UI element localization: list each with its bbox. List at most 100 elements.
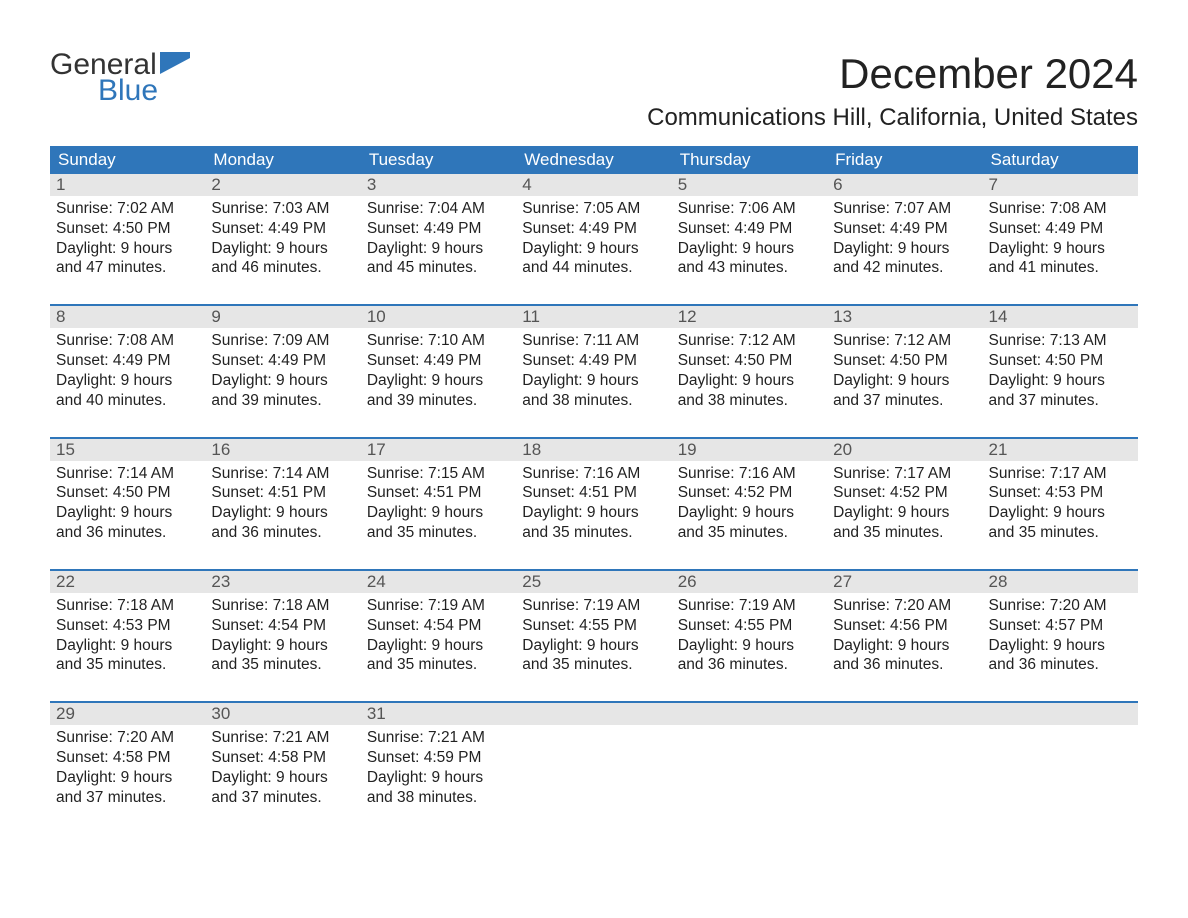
sunrise-text: Sunrise: 7:13 AM bbox=[989, 331, 1130, 351]
day-number-cell: 11 bbox=[516, 306, 671, 328]
daylight-line2: and 42 minutes. bbox=[833, 258, 974, 278]
daylight-line2: and 35 minutes. bbox=[833, 523, 974, 543]
day-header-sat: Saturday bbox=[983, 146, 1138, 174]
day-number-cell: 20 bbox=[827, 439, 982, 461]
sunrise-text: Sunrise: 7:19 AM bbox=[367, 596, 508, 616]
brand-logo: General Blue bbox=[50, 50, 190, 106]
sunrise-text: Sunrise: 7:19 AM bbox=[522, 596, 663, 616]
day-number-cell: 9 bbox=[205, 306, 360, 328]
day-content-cell: Sunrise: 7:08 AMSunset: 4:49 PMDaylight:… bbox=[50, 328, 205, 436]
sunset-text: Sunset: 4:49 PM bbox=[833, 219, 974, 239]
day-header-wed: Wednesday bbox=[516, 146, 671, 174]
day-content-cell bbox=[516, 725, 671, 833]
daylight-line2: and 37 minutes. bbox=[56, 788, 197, 808]
day-number-cell: 22 bbox=[50, 571, 205, 593]
daylight-line2: and 38 minutes. bbox=[522, 391, 663, 411]
sunset-text: Sunset: 4:49 PM bbox=[211, 351, 352, 371]
day-number-row: 293031 bbox=[50, 703, 1138, 725]
sunset-text: Sunset: 4:51 PM bbox=[211, 483, 352, 503]
daylight-line2: and 38 minutes. bbox=[367, 788, 508, 808]
daylight-line1: Daylight: 9 hours bbox=[989, 503, 1130, 523]
day-number-cell: 16 bbox=[205, 439, 360, 461]
day-number-cell: 30 bbox=[205, 703, 360, 725]
day-number-cell: 1 bbox=[50, 174, 205, 196]
daylight-line2: and 35 minutes. bbox=[522, 655, 663, 675]
day-number-cell: 14 bbox=[983, 306, 1138, 328]
day-header-thu: Thursday bbox=[672, 146, 827, 174]
day-content-cell: Sunrise: 7:14 AMSunset: 4:51 PMDaylight:… bbox=[205, 461, 360, 569]
day-content-row: Sunrise: 7:02 AMSunset: 4:50 PMDaylight:… bbox=[50, 196, 1138, 304]
day-content-cell: Sunrise: 7:14 AMSunset: 4:50 PMDaylight:… bbox=[50, 461, 205, 569]
day-number-cell: 13 bbox=[827, 306, 982, 328]
day-number-cell: 25 bbox=[516, 571, 671, 593]
day-content-cell: Sunrise: 7:09 AMSunset: 4:49 PMDaylight:… bbox=[205, 328, 360, 436]
brand-part2: Blue bbox=[98, 76, 190, 106]
daylight-line2: and 37 minutes. bbox=[211, 788, 352, 808]
sunset-text: Sunset: 4:53 PM bbox=[989, 483, 1130, 503]
day-number-cell: 28 bbox=[983, 571, 1138, 593]
day-content-row: Sunrise: 7:08 AMSunset: 4:49 PMDaylight:… bbox=[50, 328, 1138, 436]
day-number-cell: 3 bbox=[361, 174, 516, 196]
daylight-line1: Daylight: 9 hours bbox=[678, 503, 819, 523]
sunset-text: Sunset: 4:58 PM bbox=[211, 748, 352, 768]
day-content-cell bbox=[827, 725, 982, 833]
daylight-line2: and 35 minutes. bbox=[367, 523, 508, 543]
day-content-cell: Sunrise: 7:12 AMSunset: 4:50 PMDaylight:… bbox=[827, 328, 982, 436]
day-content-cell: Sunrise: 7:12 AMSunset: 4:50 PMDaylight:… bbox=[672, 328, 827, 436]
sunset-text: Sunset: 4:52 PM bbox=[678, 483, 819, 503]
day-content-cell: Sunrise: 7:16 AMSunset: 4:51 PMDaylight:… bbox=[516, 461, 671, 569]
daylight-line1: Daylight: 9 hours bbox=[678, 636, 819, 656]
daylight-line1: Daylight: 9 hours bbox=[367, 371, 508, 391]
daylight-line1: Daylight: 9 hours bbox=[833, 371, 974, 391]
sunset-text: Sunset: 4:50 PM bbox=[989, 351, 1130, 371]
daylight-line1: Daylight: 9 hours bbox=[989, 371, 1130, 391]
daylight-line2: and 37 minutes. bbox=[833, 391, 974, 411]
day-content-cell: Sunrise: 7:11 AMSunset: 4:49 PMDaylight:… bbox=[516, 328, 671, 436]
sunrise-text: Sunrise: 7:17 AM bbox=[989, 464, 1130, 484]
daylight-line1: Daylight: 9 hours bbox=[833, 503, 974, 523]
day-number-cell: 27 bbox=[827, 571, 982, 593]
day-number-cell: 19 bbox=[672, 439, 827, 461]
day-number-cell: 18 bbox=[516, 439, 671, 461]
day-number-cell bbox=[983, 703, 1138, 725]
daylight-line2: and 44 minutes. bbox=[522, 258, 663, 278]
day-number-cell bbox=[672, 703, 827, 725]
day-content-cell: Sunrise: 7:20 AMSunset: 4:57 PMDaylight:… bbox=[983, 593, 1138, 701]
sunrise-text: Sunrise: 7:04 AM bbox=[367, 199, 508, 219]
day-content-cell: Sunrise: 7:07 AMSunset: 4:49 PMDaylight:… bbox=[827, 196, 982, 304]
calendar-header-row: Sunday Monday Tuesday Wednesday Thursday… bbox=[50, 146, 1138, 174]
sunrise-text: Sunrise: 7:21 AM bbox=[367, 728, 508, 748]
day-number-cell: 10 bbox=[361, 306, 516, 328]
daylight-line1: Daylight: 9 hours bbox=[56, 371, 197, 391]
day-content-row: Sunrise: 7:18 AMSunset: 4:53 PMDaylight:… bbox=[50, 593, 1138, 701]
sunrise-text: Sunrise: 7:10 AM bbox=[367, 331, 508, 351]
day-header-mon: Monday bbox=[205, 146, 360, 174]
sunset-text: Sunset: 4:55 PM bbox=[678, 616, 819, 636]
sunrise-text: Sunrise: 7:09 AM bbox=[211, 331, 352, 351]
daylight-line1: Daylight: 9 hours bbox=[522, 636, 663, 656]
daylight-line1: Daylight: 9 hours bbox=[989, 239, 1130, 259]
day-content-cell: Sunrise: 7:19 AMSunset: 4:55 PMDaylight:… bbox=[516, 593, 671, 701]
daylight-line2: and 36 minutes. bbox=[56, 523, 197, 543]
daylight-line1: Daylight: 9 hours bbox=[678, 371, 819, 391]
daylight-line1: Daylight: 9 hours bbox=[522, 503, 663, 523]
sunset-text: Sunset: 4:54 PM bbox=[211, 616, 352, 636]
day-number-cell bbox=[827, 703, 982, 725]
daylight-line1: Daylight: 9 hours bbox=[367, 503, 508, 523]
sunrise-text: Sunrise: 7:03 AM bbox=[211, 199, 352, 219]
sunset-text: Sunset: 4:50 PM bbox=[56, 219, 197, 239]
sunset-text: Sunset: 4:55 PM bbox=[522, 616, 663, 636]
day-number-row: 22232425262728 bbox=[50, 571, 1138, 593]
daylight-line2: and 46 minutes. bbox=[211, 258, 352, 278]
sunrise-text: Sunrise: 7:15 AM bbox=[367, 464, 508, 484]
day-content-cell: Sunrise: 7:20 AMSunset: 4:56 PMDaylight:… bbox=[827, 593, 982, 701]
daylight-line2: and 45 minutes. bbox=[367, 258, 508, 278]
sunrise-text: Sunrise: 7:14 AM bbox=[211, 464, 352, 484]
daylight-line1: Daylight: 9 hours bbox=[211, 636, 352, 656]
sunrise-text: Sunrise: 7:06 AM bbox=[678, 199, 819, 219]
daylight-line2: and 36 minutes. bbox=[833, 655, 974, 675]
daylight-line2: and 36 minutes. bbox=[989, 655, 1130, 675]
sunrise-text: Sunrise: 7:18 AM bbox=[56, 596, 197, 616]
daylight-line1: Daylight: 9 hours bbox=[522, 371, 663, 391]
daylight-line2: and 41 minutes. bbox=[989, 258, 1130, 278]
